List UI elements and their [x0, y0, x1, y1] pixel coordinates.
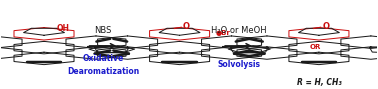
Text: ●Br: ●Br	[216, 30, 231, 36]
Text: H₂O or MeOH: H₂O or MeOH	[211, 26, 266, 35]
Text: O: O	[183, 22, 190, 31]
Text: OR: OR	[310, 44, 321, 50]
Text: Dearomatization: Dearomatization	[67, 67, 139, 76]
Text: Solvolysis: Solvolysis	[217, 61, 260, 70]
Text: Oxidative: Oxidative	[82, 54, 124, 63]
Text: OH: OH	[56, 24, 69, 33]
Text: R = H, CH₃: R = H, CH₃	[297, 78, 341, 87]
Text: NBS: NBS	[94, 26, 112, 35]
Text: O: O	[322, 22, 329, 31]
